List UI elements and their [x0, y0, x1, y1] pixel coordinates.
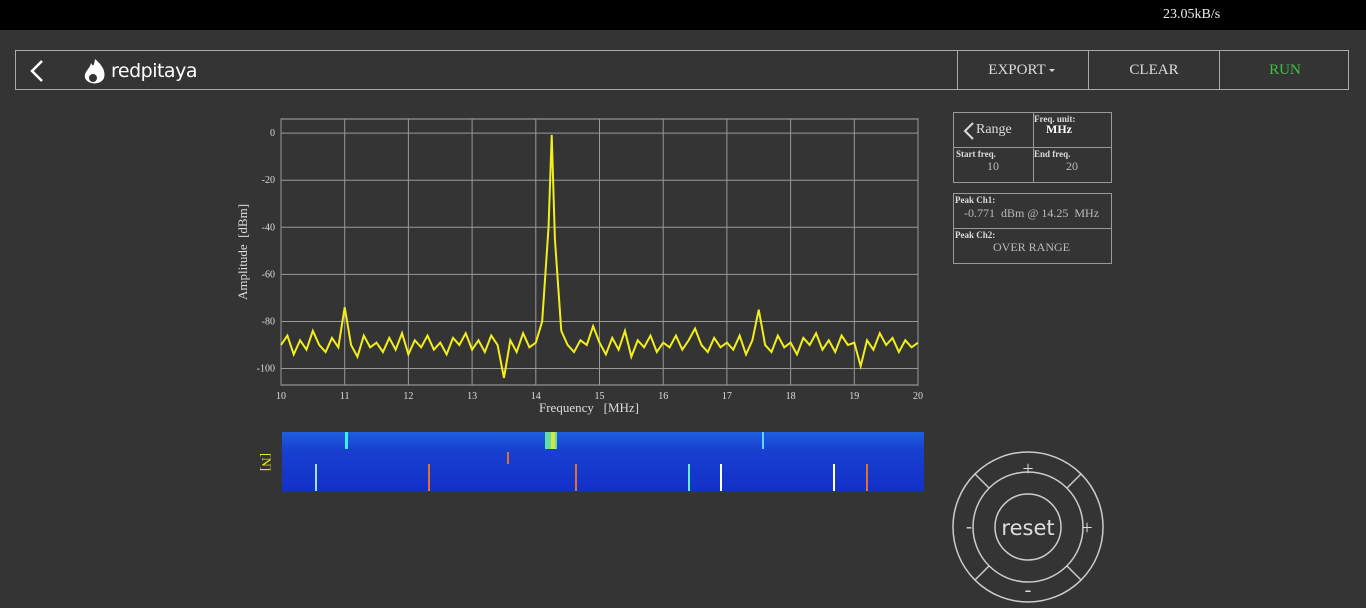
x-tick-label: 10	[276, 391, 286, 402]
range-title: Range	[976, 122, 1012, 137]
x-axis-label: Frequency [MHz]	[539, 400, 639, 415]
left-button[interactable]: -	[966, 516, 972, 536]
logo: redpitaya	[111, 60, 197, 82]
end-label: End freq.	[1034, 149, 1071, 159]
header: redpitaya EXPORT CLEAR RUN	[15, 50, 1349, 90]
peak-ch2-value: OVER RANGE	[993, 240, 1070, 254]
x-tick-label: 19	[849, 391, 859, 402]
x-tick-label: 16	[658, 391, 668, 402]
clear-button[interactable]: CLEAR	[1088, 51, 1219, 89]
top-bar	[0, 0, 1366, 30]
network-speed: 23.05kB/s	[1163, 7, 1221, 22]
unit-label: Freq. unit:	[1034, 114, 1076, 124]
y-tick-label: -60	[262, 269, 275, 280]
peak-panel: Peak Ch1: -0.771 dBm @ 14.25 MHz Peak Ch…	[953, 193, 1112, 264]
x-tick-label: 12	[403, 391, 413, 402]
x-tick-label: 14	[531, 391, 541, 402]
logo-icon	[84, 59, 105, 84]
spectrum-line	[280, 134, 919, 379]
x-tick-label: 20	[913, 391, 923, 402]
back-button[interactable]	[28, 59, 48, 83]
y-axis-label: Amplitude [dBm]	[235, 204, 250, 300]
x-tick-label: 15	[595, 391, 605, 402]
x-tick-label: 11	[340, 391, 350, 402]
end-value[interactable]: 20	[1066, 159, 1078, 173]
y-tick-label: -80	[262, 316, 275, 327]
x-tick-label: 17	[722, 391, 732, 402]
range-back[interactable]	[962, 121, 976, 141]
up-button[interactable]: +	[1022, 458, 1033, 480]
y-tick-label: -100	[257, 364, 275, 375]
control-pad	[952, 451, 1104, 603]
caret	[1048, 69, 1055, 72]
peak-ch2-label: Peak Ch2:	[955, 230, 996, 240]
reset-button[interactable]: reset	[1001, 516, 1054, 540]
start-value[interactable]: 10	[987, 159, 999, 173]
export-button[interactable]: EXPORT	[957, 51, 1088, 89]
peak-ch1-value: -0.771 dBm @ 14.25 MHz	[964, 206, 1100, 220]
y-tick-label: -40	[262, 222, 275, 233]
run-button[interactable]: RUN	[1219, 51, 1350, 89]
x-tick-label: 18	[786, 391, 796, 402]
y-tick-label: 0	[270, 128, 275, 139]
down-button[interactable]: -	[1025, 579, 1032, 601]
unit-value[interactable]: MHz	[1046, 122, 1072, 136]
right-button[interactable]: +	[1081, 517, 1092, 539]
waterfall	[282, 432, 924, 492]
y-tick-label: -20	[262, 175, 275, 186]
waterfall-label: [N]	[259, 453, 274, 471]
range-panel: Range Freq. unit: MHz Start freq. 10 End…	[953, 112, 1112, 183]
start-label: Start freq.	[956, 149, 996, 159]
button-label: EXPORT	[988, 61, 1046, 78]
x-tick-label: 13	[467, 391, 477, 402]
peak-ch1-label: Peak Ch1:	[955, 195, 996, 205]
